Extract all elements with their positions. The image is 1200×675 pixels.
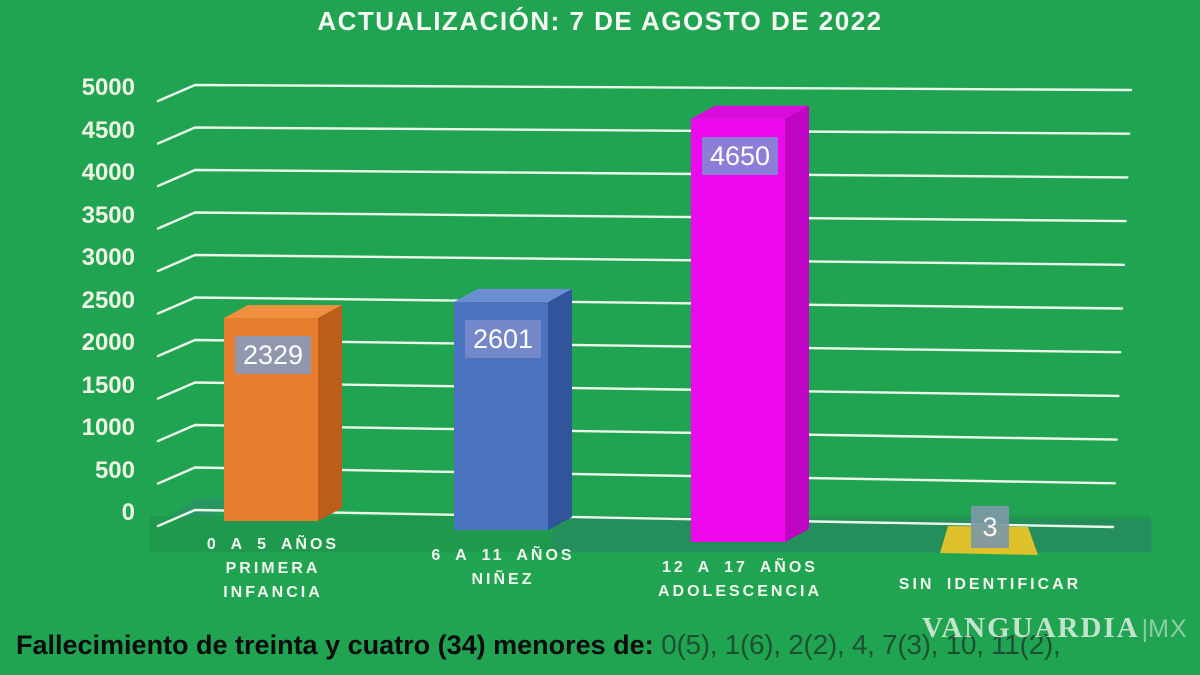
y-tick-label-3500: 3500 xyxy=(81,201,135,229)
footer-lead-text: Fallecimiento de treinta y cuatro (34) m… xyxy=(16,630,654,660)
bar-front-face-2 xyxy=(691,118,785,542)
x-category-label-2: 12 A 17 AÑOS ADOLESCENCIA xyxy=(657,559,823,600)
gridline-4000 xyxy=(156,168,1129,188)
bar-top-face-1 xyxy=(454,288,572,302)
y-tick-label-2500: 2500 xyxy=(81,286,135,314)
gridline-2000 xyxy=(156,338,1122,358)
gridline-5000 xyxy=(156,83,1133,103)
watermark-separator: | xyxy=(1141,615,1149,643)
x-category-label-3: SIN IDENTIFICAR xyxy=(898,576,1082,593)
y-tick-label-5000: 5000 xyxy=(81,74,135,101)
y-tick-label-1000: 1000 xyxy=(81,414,135,441)
bar-side-face-1 xyxy=(548,288,572,530)
floor-teal-band xyxy=(552,518,1152,553)
watermark-suffix: MX xyxy=(1148,615,1188,643)
watermark-brand: VANGUARDIA xyxy=(922,612,1140,644)
x-category-label-0: 0 A 5 AÑOS PRIMERA INFANCIA xyxy=(206,536,340,601)
y-tick-label-1500: 1500 xyxy=(81,371,135,399)
gridline-1000 xyxy=(156,423,1118,443)
bar-value-label-2: 4650 xyxy=(702,136,778,175)
y-tick-label-500: 500 xyxy=(94,456,135,484)
gridline-3500 xyxy=(156,211,1127,230)
floor-left-patch xyxy=(170,498,240,516)
y-tick-label-0: 0 xyxy=(121,499,135,526)
y-tick-label-4000: 4000 xyxy=(81,159,135,186)
x-category-label-1: 6 A 11 AÑOS NIÑEZ xyxy=(431,547,575,588)
gridline-2500 xyxy=(156,296,1124,315)
gridline-1500 xyxy=(156,381,1120,400)
y-tick-label-4500: 4500 xyxy=(81,116,135,144)
footer-ages-text: 0(5), 1(6), 2(2), 4, 7(3), 10, 11(2), xyxy=(653,629,1061,660)
bar-side-face-0 xyxy=(318,305,342,521)
gridline-3000 xyxy=(156,253,1125,273)
bar-value-label-3: 3 xyxy=(971,506,1009,548)
bar-value-label-0: 2329 xyxy=(235,336,311,375)
footer-annotation: Fallecimiento de treinta y cuatro (34) m… xyxy=(16,629,1061,661)
bar-value-label-1: 2601 xyxy=(465,319,541,358)
bar-top-face-0 xyxy=(224,305,342,319)
watermark: VANGUARDIA|MX xyxy=(922,612,1188,645)
bar-top-face-2 xyxy=(691,105,809,119)
chart-title: ACTUALIZACIÓN: 7 DE AGOSTO DE 2022 xyxy=(317,6,883,36)
y-tick-label-2000: 2000 xyxy=(81,329,135,356)
bar-side-face-2 xyxy=(785,105,809,542)
y-tick-label-3000: 3000 xyxy=(81,244,135,271)
gridline-4500 xyxy=(156,126,1131,145)
